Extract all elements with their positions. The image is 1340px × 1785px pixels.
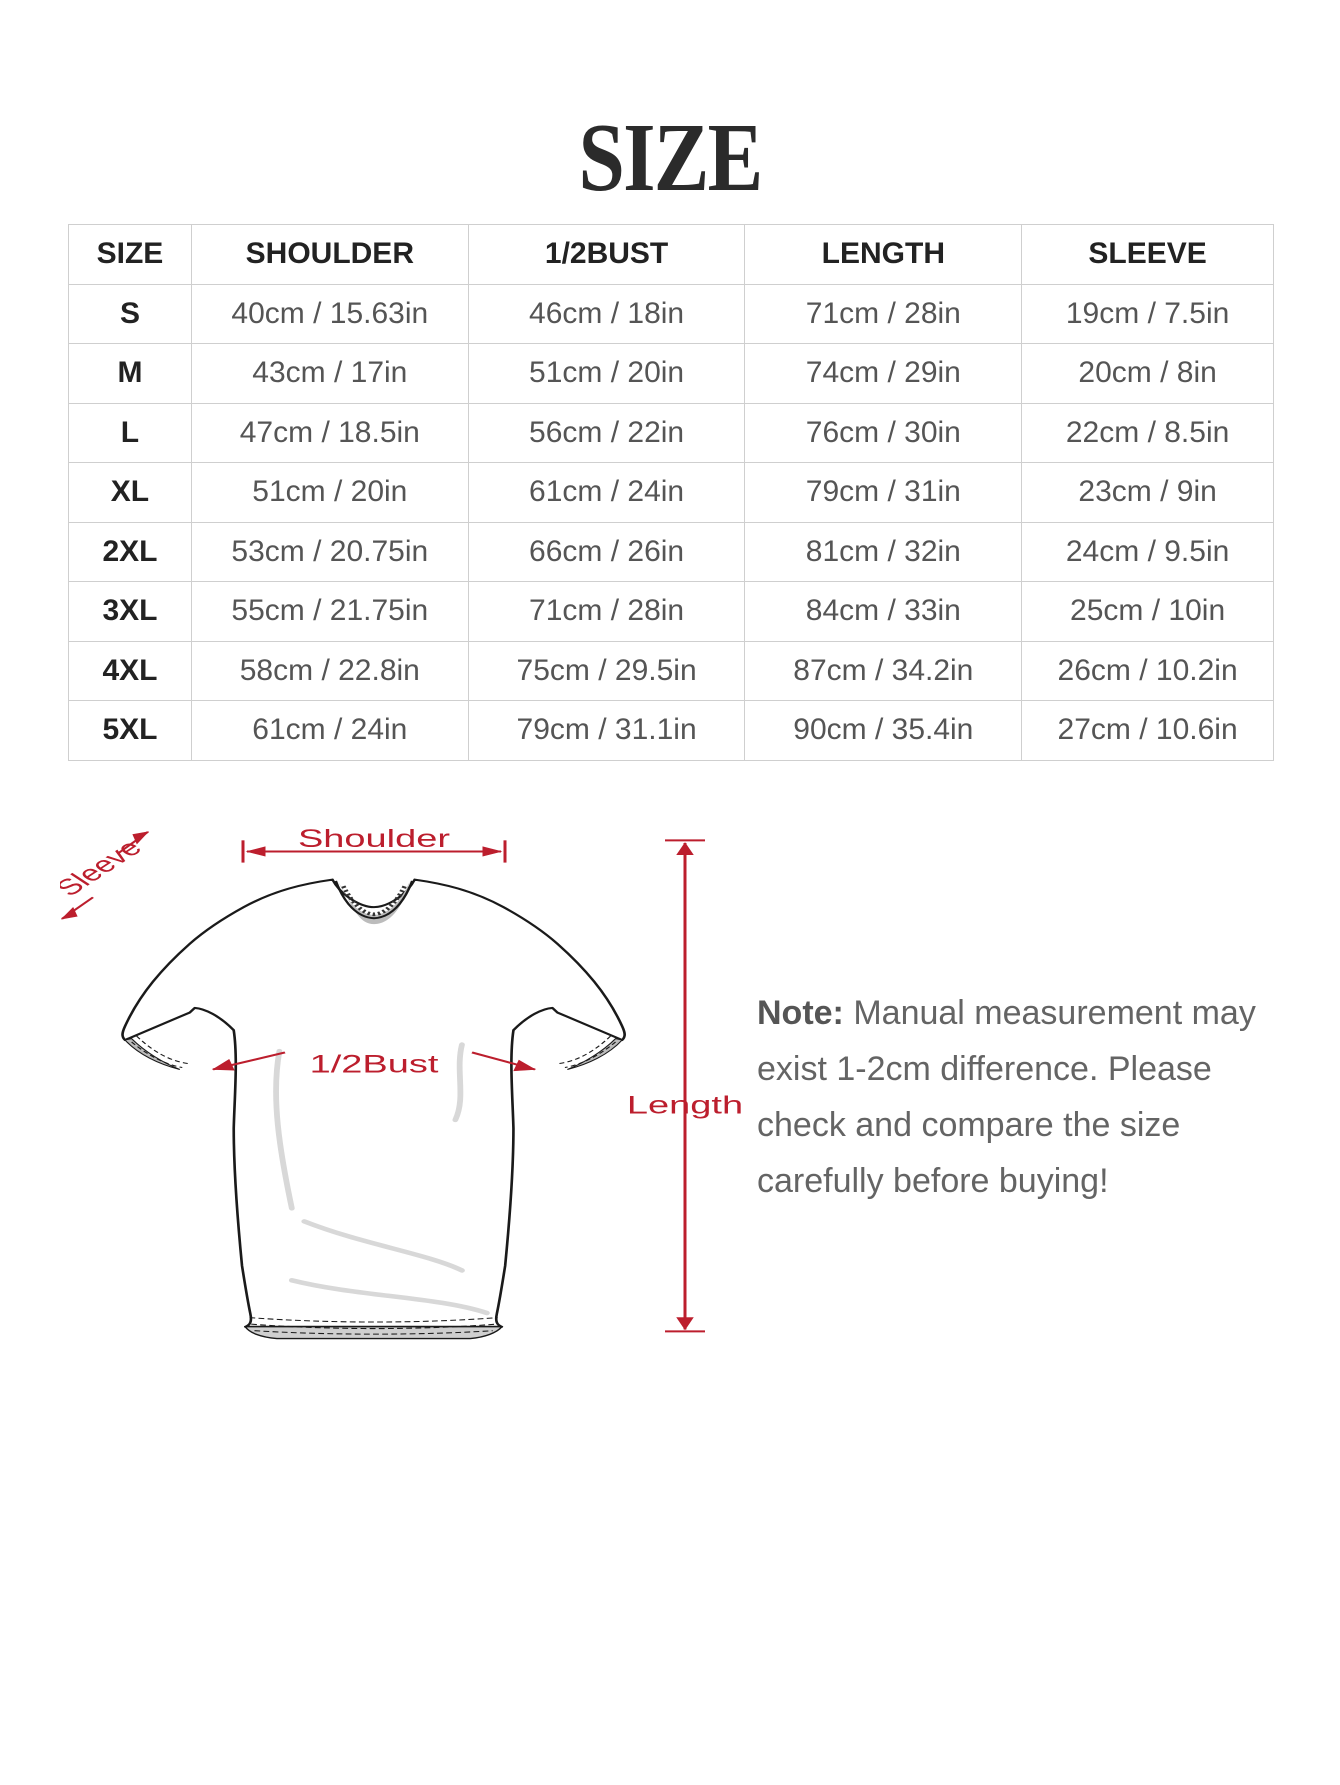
svg-text:1/2Bust: 1/2Bust — [310, 1050, 439, 1078]
svg-text:Sleeve: Sleeve — [60, 835, 149, 901]
svg-text:Length: Length — [627, 1091, 743, 1119]
svg-text:Shoulder: Shoulder — [298, 824, 450, 852]
